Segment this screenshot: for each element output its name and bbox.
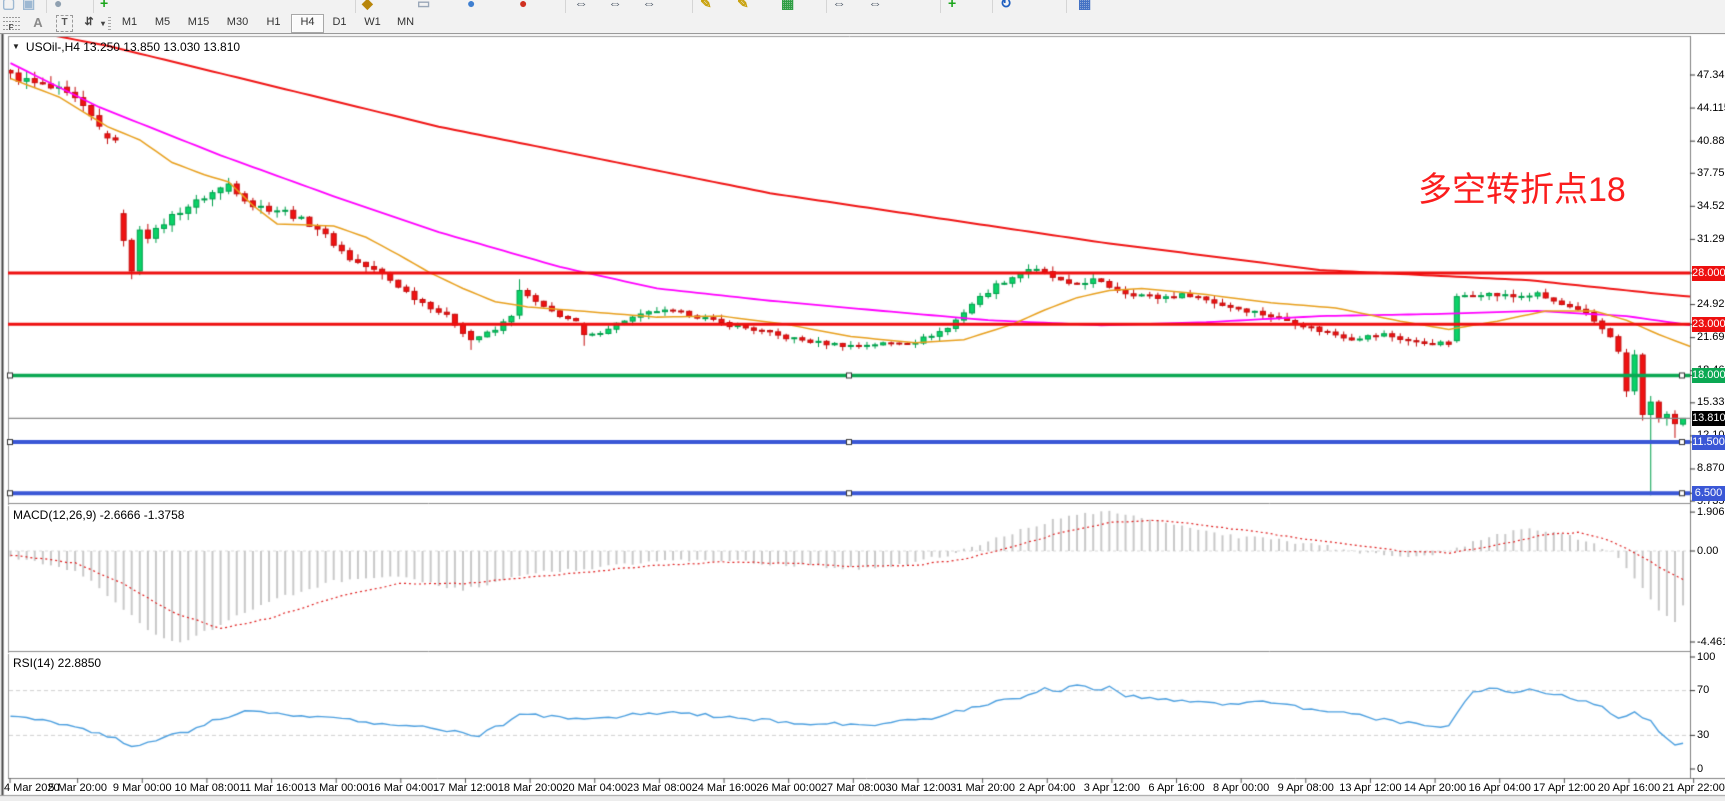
auto-trading-icon[interactable]: ↻ [1000, 0, 1012, 11]
zoom-in-icon[interactable]: ⇔ [832, 0, 846, 11]
toolbar-separator [992, 0, 993, 13]
timeframe-button-M5[interactable]: M5 [154, 16, 171, 28]
timeframe-button-D1[interactable]: D1 [332, 16, 347, 28]
bar-chart-mode-icon[interactable]: ⇔ [574, 0, 588, 11]
toolbar-drag-handle[interactable] [108, 15, 111, 30]
window-profile-icon[interactable]: ▣ [22, 0, 36, 11]
toolbar-separator [826, 0, 827, 13]
toolbar-separator [93, 0, 94, 13]
timeframe-button-M1[interactable]: M1 [121, 16, 138, 28]
fibonacci-lines-icon[interactable]: F [2, 15, 20, 32]
stop-icon[interactable]: ● [519, 0, 528, 11]
line-chart-mode-icon[interactable]: ⇔ [642, 0, 656, 11]
timeframe-button-H4[interactable]: H4 [291, 14, 324, 33]
candle-chart-mode-icon[interactable]: ⇔ [608, 0, 622, 11]
toolbar-separator [355, 0, 356, 13]
new-chart-icon[interactable]: ▢ [2, 0, 16, 11]
timeframe-button-H1[interactable]: H1 [266, 16, 281, 28]
toolbar-separator [940, 0, 941, 13]
new-order-icon[interactable]: ◆ [362, 0, 373, 11]
toolbar-separator [692, 0, 693, 13]
toolbar-timeframes: F A T ⇵ ▾ M1 M5 M15 M30 H1 H4 D1 W1 MN [0, 13, 1725, 34]
cursor-dropdown-caret-icon[interactable]: ▾ [100, 19, 105, 28]
toolbar-separator [1066, 0, 1067, 13]
expert-advisor-icon[interactable]: ● [467, 0, 476, 11]
timeframe-button-MN[interactable]: MN [396, 16, 415, 28]
cursor-arrows-icon[interactable]: ⇵ [84, 16, 94, 28]
add-indicator-icon[interactable]: + [948, 0, 957, 11]
text-box-icon[interactable]: T [56, 15, 73, 32]
text-label-icon[interactable]: A [33, 15, 43, 30]
timeframe-button-M30[interactable]: M30 [226, 16, 249, 28]
zoom-search-icon[interactable]: ● [54, 0, 63, 11]
terminal-icon[interactable]: ▭ [417, 0, 431, 11]
draw-line-icon[interactable]: ✎ [700, 0, 712, 11]
add-chart-icon[interactable]: + [100, 0, 109, 11]
timeframe-button-M15[interactable]: M15 [187, 16, 210, 28]
zoom-out-icon[interactable]: ⇔ [868, 0, 882, 11]
timeframe-button-W1[interactable]: W1 [364, 16, 381, 28]
toolbar-main: ▢ ▣ ● + ◆ ▭ ● ● ⇔ ⇔ ⇔ ✎ ✎ ▦ ⇔ ⇔ + ↻ ▦ [0, 0, 1725, 14]
toolbar-separator [565, 0, 566, 13]
toolbar-separator [46, 0, 47, 13]
draw-channel-icon[interactable]: ✎ [737, 0, 749, 11]
strategy-tester-icon[interactable]: ▦ [1078, 0, 1092, 11]
indicators-icon[interactable]: ▦ [781, 0, 795, 11]
